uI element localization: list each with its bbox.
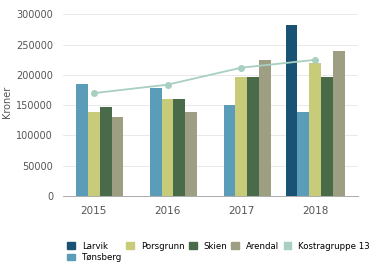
Bar [297, 112, 309, 196]
Bar [76, 84, 88, 196]
Bar [88, 112, 100, 196]
Bar [321, 77, 333, 196]
Bar [224, 105, 235, 196]
Bar [100, 108, 111, 196]
Bar [309, 64, 321, 196]
Bar [185, 112, 197, 196]
Legend: Larvik, Tønsberg, Porsgrunn, Skien, Arendal, Kostragruppe 13: Larvik, Tønsberg, Porsgrunn, Skien, Aren… [67, 242, 369, 262]
Bar [247, 77, 259, 196]
Bar [162, 99, 173, 196]
Bar [259, 60, 271, 196]
Bar [286, 25, 297, 196]
Bar [235, 77, 247, 196]
Bar [111, 117, 123, 196]
Bar [173, 99, 185, 196]
Bar [333, 51, 345, 196]
Bar [150, 88, 162, 196]
Y-axis label: Kroner: Kroner [2, 86, 12, 118]
